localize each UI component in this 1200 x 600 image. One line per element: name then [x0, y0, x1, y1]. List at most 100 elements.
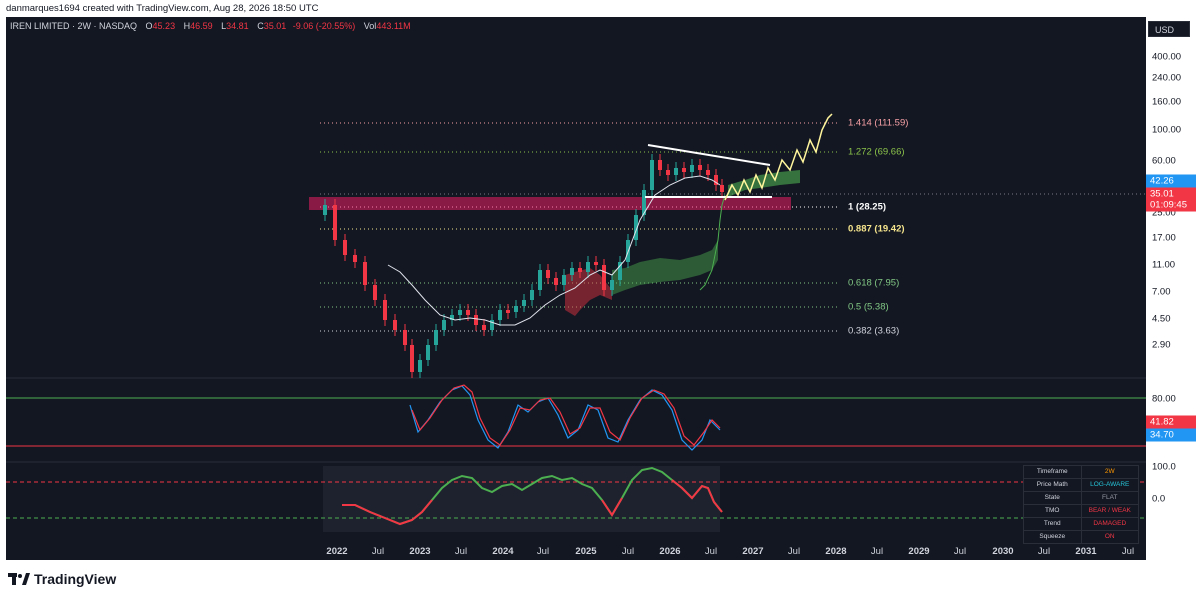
candle-body: [373, 285, 377, 300]
candle-body: [594, 262, 598, 265]
tmo-line-down-1: [342, 499, 433, 526]
price-axis[interactable]: [1146, 37, 1200, 560]
candle-body: [458, 310, 462, 315]
candle-body: [706, 170, 710, 175]
candle-body: [410, 345, 414, 372]
candle-body: [586, 262, 590, 272]
candle-body: [522, 300, 526, 306]
candle-body: [658, 160, 662, 170]
candle-body: [442, 320, 446, 330]
time-tick: Jul: [704, 546, 718, 557]
price-tick: 4.50: [1152, 313, 1171, 325]
candle-body: [450, 315, 454, 320]
time-tick: Jul: [953, 546, 967, 557]
bearish-cloud: [565, 268, 612, 316]
candle-body: [426, 345, 430, 360]
candle-body: [514, 306, 518, 312]
tmo-line-down-3: [671, 479, 723, 513]
descending-trendline: [647, 144, 771, 166]
status-row: Price Math LOG-AWARE: [1023, 478, 1139, 492]
tmo-tick: 0.0: [1152, 493, 1166, 505]
fib-label: 0.887 (19.42): [848, 223, 905, 235]
tradingview-logo[interactable]: TradingView: [8, 571, 116, 587]
status-row: TMO BEAR / WEAK: [1023, 504, 1139, 518]
time-tick: 2025: [575, 546, 597, 557]
candle-body: [474, 315, 478, 325]
time-tick: 2027: [742, 546, 764, 557]
candle-body: [538, 270, 542, 290]
fib-label: 0.618 (7.95): [848, 277, 900, 289]
candle-body: [353, 255, 357, 262]
change-value: -9.06 (-20.55%): [292, 21, 356, 31]
bullish-cloud: [612, 240, 718, 295]
candle-body: [546, 270, 550, 278]
symbol-title: IREN LIMITED · 2W · NASDAQ: [10, 21, 138, 31]
candle-body: [466, 310, 470, 315]
lagging-line: [699, 194, 726, 291]
time-tick: Jul: [1121, 546, 1135, 557]
candle-body: [650, 160, 654, 190]
status-row: State FLAT: [1023, 491, 1139, 505]
candle-body: [363, 262, 367, 285]
candle-body: [418, 360, 422, 372]
price-tick: 160.00: [1152, 96, 1182, 108]
tmo-line-down-2: [601, 497, 623, 517]
candle-body: [506, 310, 510, 313]
attribution-line: danmarques1694 created with TradingView.…: [6, 3, 319, 14]
tmo-range-band: [323, 466, 720, 532]
time-tick: 2022: [326, 546, 348, 557]
time-tick: Jul: [454, 546, 468, 557]
countdown-label: 01:09:45: [1146, 198, 1196, 212]
time-tick: 2028: [825, 546, 847, 557]
fib-label: 1.272 (69.66): [848, 146, 905, 158]
candle-body: [562, 275, 566, 285]
fib-lines: [320, 122, 1146, 332]
projection-path: [724, 113, 833, 201]
stoch-d-line: [411, 384, 721, 446]
time-tick: Jul: [1037, 546, 1051, 557]
candle-body: [323, 205, 327, 215]
osc-value-label: 34.70: [1146, 428, 1196, 442]
ma-price-label: 42.26: [1146, 174, 1196, 188]
candle-body: [383, 300, 387, 320]
candle-body: [666, 170, 670, 175]
time-tick: 2029: [908, 546, 930, 557]
candle-body: [482, 325, 486, 330]
currency-selector[interactable]: USD: [1148, 21, 1190, 37]
candle-body: [578, 268, 582, 272]
high-value: 46.59: [190, 21, 213, 31]
last-price-label: 35.01: [1146, 187, 1196, 201]
stoch-k-line: [409, 385, 721, 451]
price-tick: 240.00: [1152, 72, 1182, 84]
candle-body: [434, 330, 438, 345]
status-row: Trend DAMAGED: [1023, 517, 1139, 531]
time-tick: Jul: [621, 546, 635, 557]
time-tick: Jul: [787, 546, 801, 557]
candle-body: [682, 168, 686, 172]
candle-body: [343, 240, 347, 255]
candle-body: [490, 320, 494, 330]
status-row: Squeeze ON: [1023, 530, 1139, 544]
status-row: Timeframe 2W: [1023, 465, 1139, 479]
candle-body: [618, 262, 622, 280]
candle-body: [674, 168, 678, 175]
time-tick: Jul: [870, 546, 884, 557]
moving-average-line: [387, 175, 721, 326]
fib-label: 1 (28.25): [848, 201, 887, 213]
candle-body: [333, 205, 337, 240]
fib-label: 1.414 (111.59): [848, 117, 909, 129]
candle-body: [498, 310, 502, 320]
time-tick: 2026: [659, 546, 681, 557]
price-tick: 11.00: [1152, 259, 1176, 271]
candle-body: [602, 265, 606, 290]
candle-body: [570, 268, 574, 275]
fib-label: 0.5 (5.38): [848, 301, 889, 313]
candle-body: [642, 190, 646, 215]
resistance-zone: [309, 197, 791, 210]
volume-value: 443.11M: [376, 21, 411, 31]
price-tick: 17.00: [1152, 232, 1176, 244]
price-tick: 25.00: [1152, 207, 1176, 219]
price-tick: 7.00: [1152, 286, 1171, 298]
tmo-tick: 100.0: [1152, 461, 1176, 473]
